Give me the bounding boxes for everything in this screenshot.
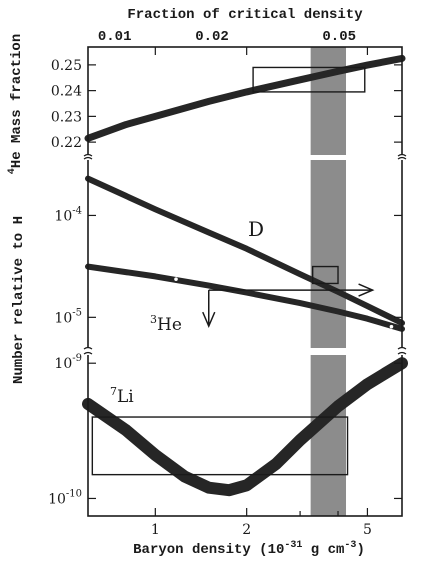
deuterium-helium-3-curve-d (85, 175, 405, 326)
helium-4-y-axis-title: 4He Mass fraction (7, 34, 25, 174)
deuterium-helium-3-y-tick-label: 10-5 (54, 307, 82, 326)
helium-4-y-tick-label: 0.24 (51, 84, 82, 100)
axis-break-gap (82, 348, 408, 355)
axis-break-left (84, 348, 92, 355)
top-axis-title: Fraction of critical density (127, 7, 363, 23)
top-axis-tick-label: 0.05 (322, 29, 356, 45)
number-relative-y-axis-title: Number relative to H (11, 216, 27, 384)
lithium-7-observation-box (91, 416, 349, 476)
helium-4-curve-main (84, 54, 406, 142)
axis-break-mark (397, 153, 407, 160)
deuterium-helium-3-curve-he (85, 263, 405, 332)
lithium-7-y-tick-label: 10-9 (54, 353, 82, 372)
helium-4-y-tick-label: 0.25 (51, 58, 82, 74)
lithium-7-curve-main (82, 357, 408, 497)
lithium-7-curve-label: 7Li (110, 385, 134, 407)
deuterium-helium-3-observation-box (311, 265, 339, 285)
axis-break-gap (82, 155, 408, 160)
axis-break-right (398, 348, 406, 355)
top-axis-tick-label: 0.02 (195, 29, 229, 45)
axis-break-mark (397, 346, 407, 355)
helium-4-y-tick-label: 0.23 (51, 109, 82, 125)
lithium-7-y-tick-label: 10-10 (48, 488, 82, 507)
axis-break-mark (83, 153, 93, 160)
limit-arrow-head (358, 283, 375, 297)
x-axis-title: Baryon density (10-31 g cm-3) (133, 540, 365, 558)
x-axis-tick-label: 2 (242, 522, 251, 538)
helium-4-observation-box (252, 66, 366, 93)
helium-3-curve-label: 3He (150, 313, 182, 335)
deuterium-helium-3-y-tick-label: 10-4 (54, 205, 82, 224)
limit-arrow-head (202, 311, 216, 329)
helium-3-marker (389, 324, 394, 329)
deuterium-curve-label: D (248, 217, 264, 241)
plot-frame (87, 46, 403, 517)
helium-3-marker (174, 277, 178, 281)
helium-4-y-tick-label: 0.22 (51, 135, 82, 151)
x-axis-tick-label: 1 (151, 522, 160, 538)
top-axis-tick-label: 0.01 (98, 29, 132, 45)
axis-break-mark (83, 346, 93, 355)
x-axis-tick-label: 5 (363, 522, 372, 538)
